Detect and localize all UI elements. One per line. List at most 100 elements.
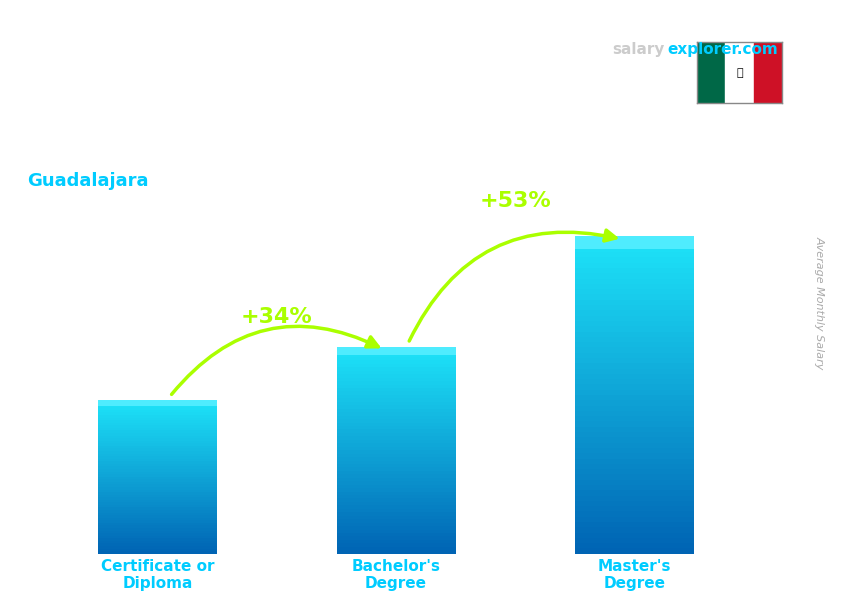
Bar — [99, 410, 218, 413]
Bar — [337, 488, 456, 491]
Bar — [575, 411, 694, 416]
Text: +53%: +53% — [479, 191, 551, 211]
Bar — [575, 321, 694, 326]
Bar — [99, 513, 218, 515]
Bar — [337, 408, 456, 412]
Bar — [575, 522, 694, 527]
Bar — [337, 499, 456, 502]
Bar — [99, 507, 218, 510]
Bar — [99, 546, 218, 548]
Bar — [99, 523, 218, 525]
Text: Guadalajara: Guadalajara — [27, 172, 149, 190]
Bar — [99, 433, 218, 436]
Bar — [575, 480, 694, 485]
Bar — [337, 367, 456, 371]
Bar — [575, 496, 694, 501]
Bar — [337, 419, 456, 422]
Bar — [575, 337, 694, 342]
Bar — [337, 519, 456, 522]
Bar — [575, 326, 694, 331]
Text: Mortgage Advisor: Mortgage Advisor — [27, 127, 185, 145]
Bar — [575, 289, 694, 295]
Bar — [575, 506, 694, 511]
Bar — [337, 457, 456, 461]
Bar — [99, 518, 218, 521]
Bar — [575, 236, 694, 249]
Bar — [575, 469, 694, 474]
Bar — [337, 450, 456, 454]
Bar — [337, 526, 456, 530]
Bar — [575, 273, 694, 279]
Bar — [337, 540, 456, 544]
Bar — [337, 364, 456, 367]
Bar — [99, 428, 218, 430]
Bar — [337, 436, 456, 440]
Bar — [337, 536, 456, 540]
Bar — [337, 447, 456, 450]
Bar — [337, 474, 456, 478]
Bar — [575, 247, 694, 252]
Bar — [575, 427, 694, 432]
Bar — [337, 509, 456, 512]
Bar — [337, 433, 456, 436]
Bar — [337, 347, 456, 350]
Bar — [337, 378, 456, 381]
Bar — [99, 469, 218, 471]
Bar — [337, 426, 456, 430]
Bar — [337, 502, 456, 505]
Bar — [99, 471, 218, 474]
Bar — [99, 538, 218, 541]
Bar — [337, 357, 456, 361]
Bar — [337, 522, 456, 526]
Bar — [99, 487, 218, 490]
Bar — [99, 533, 218, 536]
Bar — [575, 342, 694, 347]
FancyArrowPatch shape — [172, 326, 378, 395]
Bar — [575, 263, 694, 268]
Bar — [575, 331, 694, 337]
Bar — [575, 316, 694, 321]
Bar — [99, 544, 218, 546]
Bar — [754, 42, 782, 103]
Bar — [99, 492, 218, 494]
Text: 🦅: 🦅 — [736, 68, 743, 78]
Bar — [99, 451, 218, 453]
Bar — [337, 491, 456, 495]
Bar — [337, 395, 456, 398]
Bar — [99, 413, 218, 415]
Bar — [575, 390, 694, 395]
Bar — [337, 464, 456, 467]
Bar — [575, 533, 694, 538]
Text: Salary Comparison By Education: Salary Comparison By Education — [27, 70, 536, 98]
Bar — [337, 512, 456, 516]
Bar — [575, 236, 694, 242]
Bar — [575, 538, 694, 543]
Bar — [99, 443, 218, 446]
Bar — [99, 446, 218, 448]
Bar — [575, 353, 694, 358]
Bar — [575, 421, 694, 427]
Bar — [575, 442, 694, 448]
Bar — [575, 384, 694, 390]
Bar — [99, 541, 218, 544]
Bar — [337, 347, 456, 355]
Bar — [337, 361, 456, 364]
Bar — [337, 461, 456, 464]
Bar — [337, 385, 456, 388]
Bar — [575, 438, 694, 442]
Bar — [575, 363, 694, 368]
Bar — [575, 279, 694, 284]
Bar — [337, 350, 456, 353]
Bar — [575, 347, 694, 353]
Bar — [337, 505, 456, 509]
Bar — [575, 405, 694, 411]
Bar — [99, 441, 218, 443]
Bar — [99, 436, 218, 438]
Bar — [575, 485, 694, 490]
Bar — [337, 443, 456, 447]
Bar — [575, 284, 694, 289]
Bar — [99, 420, 218, 423]
Bar — [337, 547, 456, 550]
Bar — [99, 399, 218, 402]
Bar — [99, 515, 218, 518]
